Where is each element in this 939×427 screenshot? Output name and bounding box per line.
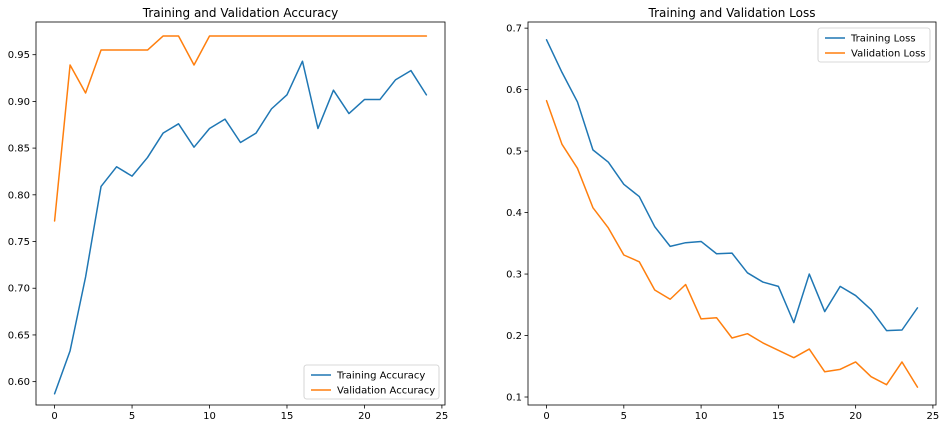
y-tick-label: 0.80 <box>8 190 30 201</box>
y-tick-label: 0.5 <box>506 147 522 158</box>
x-tick-label: 5 <box>129 411 135 422</box>
x-tick-label: 0 <box>51 411 57 422</box>
x-tick-label: 10 <box>203 411 216 422</box>
x-tick-label: 10 <box>695 411 708 422</box>
legend: Training Loss Validation Loss <box>817 27 931 63</box>
series-line-training-loss <box>545 39 919 332</box>
y-tick-label: 0.1 <box>506 393 522 404</box>
legend: Training Accuracy Validation Accuracy <box>303 364 440 400</box>
y-tick-label: 0.90 <box>8 97 30 108</box>
y-tick-label: 0.7 <box>506 24 522 35</box>
x-tick-label: 20 <box>358 411 371 422</box>
legend-box <box>303 364 440 400</box>
legend-label: Validation Accuracy <box>337 386 435 397</box>
x-tick-label: 15 <box>772 411 785 422</box>
axes-frame <box>527 21 937 406</box>
chart-title: Training and Validation Loss <box>648 6 816 20</box>
chart-1: Training and Validation Loss 0 5 10 15 20 25 0.… <box>506 6 939 422</box>
y-tick-label: 0.4 <box>506 208 522 219</box>
x-tick-label: 15 <box>281 411 294 422</box>
x-tick-label: 0 <box>543 411 549 422</box>
series-line-validation-loss <box>545 99 919 388</box>
y-tick-label: 0.65 <box>8 330 30 341</box>
y-tick-label: 0.75 <box>8 237 30 248</box>
axes-frame <box>35 21 446 406</box>
y-tick-label: 0.2 <box>506 331 522 342</box>
x-tick-label: 5 <box>621 411 627 422</box>
series-line-training-accuracy <box>53 60 428 395</box>
x-tick-label: 20 <box>849 411 862 422</box>
y-tick-label: 0.60 <box>8 377 30 388</box>
chart-title: Training and Validation Accuracy <box>142 6 338 20</box>
chart-0: Training and Validation Accuracy 0 5 10 15 20… <box>8 6 449 422</box>
y-tick-label: 0.95 <box>8 50 30 61</box>
y-tick-label: 0.85 <box>8 144 30 155</box>
x-tick-label: 25 <box>436 411 449 422</box>
legend-label: Training Loss <box>850 34 916 45</box>
y-tick-label: 0.70 <box>8 284 30 295</box>
legend-box <box>817 27 931 63</box>
x-tick-label: 25 <box>927 411 939 422</box>
y-tick-label: 0.6 <box>506 85 522 96</box>
legend-label: Training Accuracy <box>336 371 425 382</box>
legend-label: Validation Loss <box>851 49 926 60</box>
series-line-validation-accuracy <box>53 35 428 222</box>
y-tick-label: 0.3 <box>506 270 522 281</box>
